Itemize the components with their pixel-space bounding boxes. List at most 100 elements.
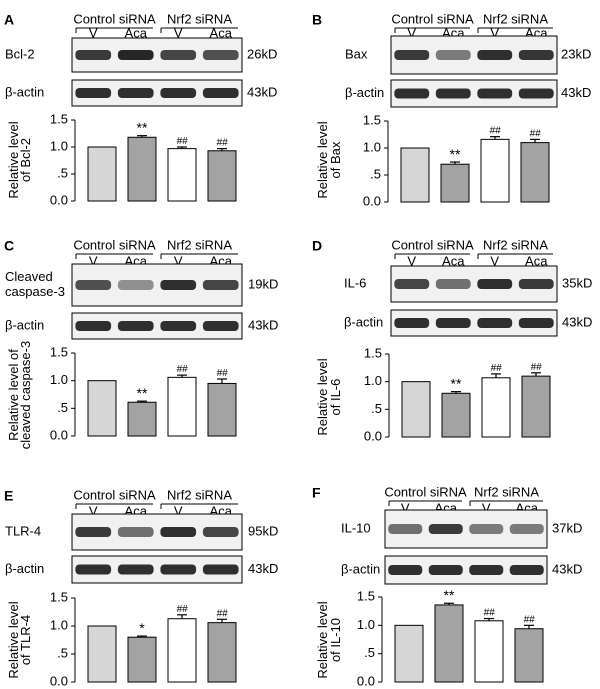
molecular-weight: 37kD	[552, 520, 582, 535]
molecular-weight: 19kD	[248, 276, 278, 291]
protein-band	[117, 50, 154, 60]
protein-band	[477, 50, 513, 60]
protein-band	[75, 564, 112, 575]
blot-label: caspase-3	[5, 284, 65, 299]
y-tick-label: 1.5	[50, 589, 68, 604]
group-header: Nrf2 siRNA	[483, 12, 548, 27]
significance-mark: ##	[176, 136, 188, 147]
y-axis-label: Relative level	[6, 601, 21, 678]
group-header: Control siRNA	[73, 488, 156, 503]
molecular-weight: 43kD	[248, 561, 278, 576]
y-tick-label: .5	[57, 165, 68, 180]
bar	[207, 382, 237, 437]
bar	[441, 392, 471, 438]
y-axis-label: Relative level	[315, 358, 330, 435]
bar	[167, 148, 197, 202]
lane-label: V	[401, 501, 410, 516]
lane-label: Aca	[210, 26, 233, 41]
bar	[87, 380, 117, 437]
significance-mark: ##	[489, 126, 501, 137]
lane-label: V	[490, 26, 499, 41]
group-header: Nrf2 siRNA	[167, 238, 232, 253]
bar	[481, 377, 511, 438]
protein-band	[477, 279, 513, 289]
significance-mark: ##	[216, 608, 228, 619]
bar	[87, 625, 117, 683]
lane-label: V	[89, 504, 98, 519]
y-tick-label: 1.0	[357, 617, 375, 632]
protein-band	[160, 280, 197, 290]
y-axis-label: of Bcl-2	[18, 138, 33, 182]
blot-label: β-actin	[345, 85, 384, 100]
y-tick-label: .5	[57, 645, 68, 660]
group-header: Control siRNA	[391, 238, 474, 253]
group-header: Control siRNA	[391, 12, 474, 27]
y-tick-label: .5	[57, 400, 68, 415]
protein-band	[202, 280, 239, 290]
protein-band	[160, 50, 197, 60]
blot-label: IL-6	[344, 275, 366, 290]
panel-letter: B	[312, 11, 322, 27]
y-tick-label: 1.5	[357, 588, 375, 603]
protein-band	[394, 88, 430, 99]
molecular-weight: 43kD	[552, 561, 582, 576]
protein-band	[75, 280, 112, 290]
group-header: Nrf2 siRNA	[167, 12, 232, 27]
bar	[207, 150, 237, 202]
protein-band	[477, 88, 513, 99]
y-axis-label: Relative level	[315, 601, 330, 678]
significance-mark: ##	[176, 364, 188, 375]
molecular-weight: 35kD	[562, 275, 592, 290]
lane-label: V	[174, 504, 183, 519]
blot-label: β-actin	[344, 314, 383, 329]
protein-band	[518, 88, 554, 99]
significance-mark: ##	[176, 604, 188, 615]
significance-mark: ##	[490, 363, 502, 374]
y-tick-label: 1.0	[50, 372, 68, 387]
y-tick-label: 1.5	[50, 111, 68, 126]
y-tick-label: .5	[364, 645, 375, 660]
molecular-weight: 43kD	[248, 317, 278, 332]
bar	[87, 146, 117, 202]
y-tick-label: 1.0	[50, 617, 68, 632]
blot-label: β-actin	[5, 317, 44, 332]
lane-label: V	[407, 26, 416, 41]
lane-label: Aca	[525, 254, 548, 269]
protein-band	[435, 279, 471, 289]
bar	[521, 375, 551, 438]
protein-band	[394, 50, 430, 60]
bar	[167, 376, 197, 437]
y-tick-label: 1.5	[363, 112, 381, 127]
protein-band	[202, 88, 239, 98]
y-tick-label: 1.5	[364, 345, 382, 360]
molecular-weight: 26kD	[247, 46, 277, 61]
y-axis-label: of Bax	[328, 141, 343, 178]
protein-band	[394, 279, 430, 289]
bar	[434, 604, 464, 683]
protein-band	[388, 524, 423, 534]
molecular-weight: 43kD	[247, 84, 277, 99]
blot-label: Bax	[345, 46, 368, 61]
y-tick-label: 0.0	[357, 673, 375, 688]
lane-label: V	[89, 254, 98, 269]
protein-band	[117, 88, 154, 98]
significance-mark: ##	[216, 368, 228, 379]
y-axis-label: of IL-6	[328, 379, 343, 416]
lane-label: V	[407, 254, 416, 269]
bar	[474, 620, 504, 683]
protein-band	[202, 564, 239, 575]
bar	[401, 381, 431, 438]
y-tick-label: 1.0	[50, 138, 68, 153]
significance-mark: **	[451, 376, 462, 392]
molecular-weight: 43kD	[561, 85, 591, 100]
significance-mark: **	[444, 587, 455, 603]
bar	[207, 622, 237, 683]
group-header: Nrf2 siRNA	[167, 488, 232, 503]
bar	[127, 636, 157, 683]
y-tick-label: 1.5	[50, 344, 68, 359]
y-axis-label: of TLR-4	[18, 615, 33, 665]
